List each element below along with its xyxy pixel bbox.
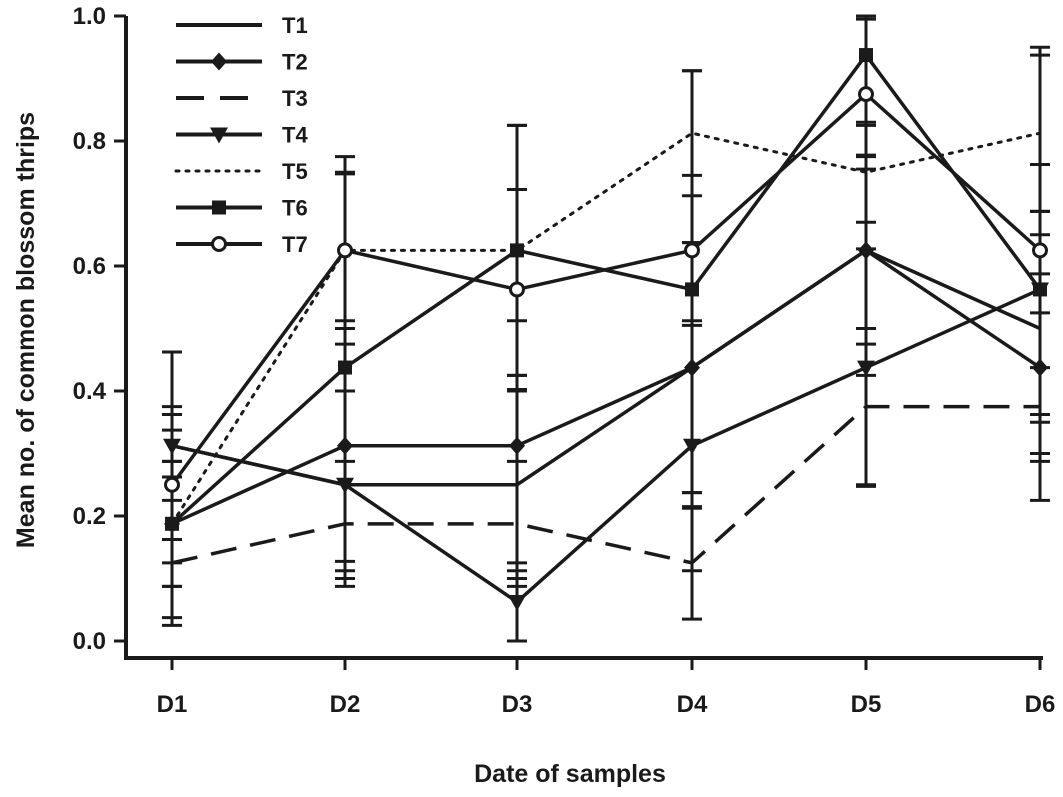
data-point: [337, 242, 353, 259]
series-t3: [171, 404, 1040, 565]
data-point: [685, 282, 699, 297]
data-point: [684, 358, 700, 377]
y-tick-label: 0.8: [73, 128, 106, 155]
legend-marker: [211, 236, 227, 252]
legend: T1 T2 T3 T4 T5 T6 T7: [174, 13, 308, 257]
data-point: [164, 476, 180, 493]
data-point: [163, 438, 181, 455]
data-point: [683, 438, 701, 455]
legend-label: T4: [282, 123, 308, 148]
series-line: [171, 248, 1041, 526]
legend-marker: [211, 52, 227, 71]
data-point: [857, 360, 875, 377]
data-point: [859, 48, 873, 63]
legend-item-t2: T2: [176, 50, 308, 75]
y-tick-label: 0.6: [73, 253, 106, 280]
y-axis-title: Mean no. of common blossom thrips: [12, 112, 40, 548]
legend-item-t6: T6: [176, 196, 308, 221]
data-point: [1032, 358, 1048, 377]
series-line: [171, 248, 1041, 487]
series-t6: [165, 48, 1047, 531]
series-line: [171, 404, 1040, 565]
y-tick-label: 0.4: [73, 378, 107, 405]
data-point: [509, 436, 525, 455]
data-point: [509, 281, 525, 298]
data-point: [336, 477, 354, 494]
x-tick-label: D4: [677, 691, 708, 718]
data-point: [1032, 242, 1048, 259]
legend-label: T2: [282, 50, 308, 75]
series-t1: [171, 248, 1041, 487]
legend-marker: [212, 200, 226, 215]
series-t2: [164, 241, 1048, 533]
data-point: [338, 360, 352, 375]
data-point: [508, 594, 526, 611]
axes: 0.0 0.2 0.4 0.6 0.8 1.0 D1 D2 D3 D4 D5 D6: [73, 3, 1056, 718]
data-point: [858, 86, 874, 103]
legend-marker: [210, 127, 228, 144]
legend-label: T3: [282, 86, 308, 111]
y-tick-label: 1.0: [73, 3, 106, 30]
series-line: [170, 131, 1042, 526]
legend-item-t4: T4: [176, 123, 308, 148]
data-point: [1033, 282, 1047, 297]
x-axis-title: Date of samples: [474, 760, 666, 788]
y-tick-label: 0.0: [73, 628, 106, 655]
data-point: [165, 516, 179, 531]
legend-label: T5: [282, 159, 308, 184]
legend-item-t3: T3: [176, 86, 308, 111]
data-point: [337, 436, 353, 455]
x-tick-label: D2: [330, 691, 361, 718]
series-line: [170, 92, 1042, 486]
legend-label: T7: [282, 232, 308, 257]
x-tick-label: D3: [502, 691, 533, 718]
data-point: [858, 241, 874, 260]
x-tick-label: D6: [1025, 691, 1056, 718]
series-t7: [164, 86, 1048, 493]
series-layer: [162, 14, 1050, 643]
legend-item-t7: T7: [176, 232, 308, 257]
legend-label: T1: [282, 13, 308, 38]
series-t5: [170, 131, 1042, 526]
legend-item-t1: T1: [176, 13, 308, 38]
legend-item-t5: T5: [174, 159, 308, 184]
x-tick-label: D5: [851, 691, 882, 718]
data-point: [510, 243, 524, 258]
series-t4: [163, 282, 1049, 611]
y-tick-label: 0.2: [73, 503, 106, 530]
series-line: [171, 287, 1041, 604]
x-tick-label: D1: [157, 691, 188, 718]
legend-label: T6: [282, 196, 308, 221]
data-point: [684, 242, 700, 259]
